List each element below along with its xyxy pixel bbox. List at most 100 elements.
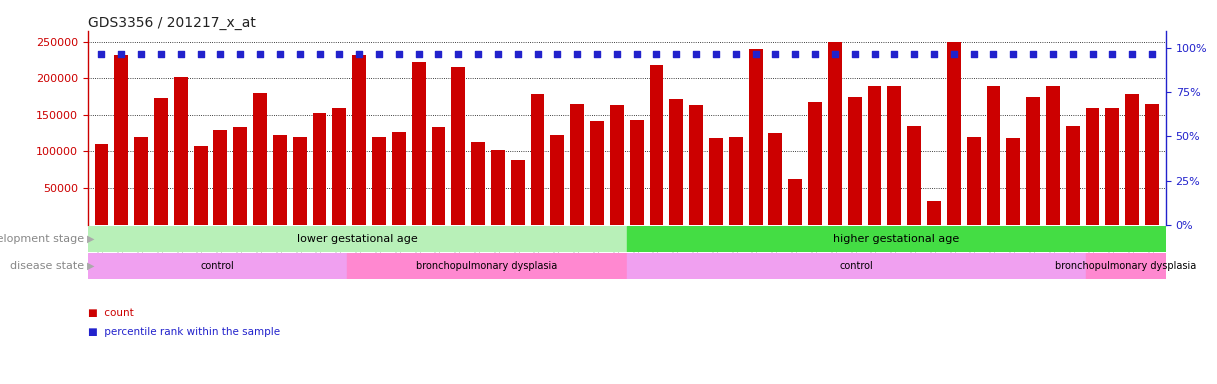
Bar [490, 150, 505, 225]
Point [290, 51, 309, 57]
Point [588, 51, 607, 57]
Text: GDS3356 / 201217_x_at: GDS3356 / 201217_x_at [88, 16, 256, 30]
Bar [114, 55, 128, 225]
Point [686, 51, 706, 57]
Point [706, 51, 725, 57]
Bar [352, 55, 366, 225]
Bar [1145, 104, 1159, 225]
Point [131, 51, 151, 57]
Bar [411, 62, 426, 225]
Bar [1086, 253, 1166, 279]
Bar [669, 99, 683, 225]
Point [1143, 51, 1162, 57]
Bar [332, 108, 347, 225]
Point [507, 51, 527, 57]
Bar [947, 42, 960, 225]
Point [488, 51, 507, 57]
Point [924, 51, 943, 57]
Bar [372, 137, 386, 225]
Point [1083, 51, 1103, 57]
Point [785, 51, 804, 57]
Bar [253, 93, 267, 225]
Bar [293, 137, 307, 225]
Point [112, 51, 131, 57]
Point [469, 51, 488, 57]
Point [211, 51, 230, 57]
Bar [511, 160, 525, 225]
Bar [432, 127, 445, 225]
Bar [452, 67, 465, 225]
Text: development stage: development stage [0, 234, 84, 244]
Point [230, 51, 249, 57]
Text: bronchopulmonary dysplasia: bronchopulmonary dysplasia [416, 261, 557, 271]
Bar [1066, 126, 1079, 225]
Point [627, 51, 646, 57]
Bar [590, 121, 604, 225]
Text: ■  percentile rank within the sample: ■ percentile rank within the sample [88, 327, 280, 337]
Point [251, 51, 270, 57]
Bar [1086, 108, 1099, 225]
Bar [1006, 138, 1020, 225]
Point [607, 51, 627, 57]
Bar [1105, 108, 1120, 225]
Bar [134, 137, 148, 225]
Bar [155, 98, 168, 225]
Point [310, 51, 330, 57]
Bar [550, 136, 565, 225]
Text: ▶: ▶ [88, 261, 95, 271]
Bar [88, 226, 627, 252]
Point [369, 51, 388, 57]
Point [389, 51, 409, 57]
Bar [907, 126, 921, 225]
Bar [789, 179, 802, 225]
Point [1122, 51, 1142, 57]
Bar [1026, 97, 1041, 225]
Bar [987, 86, 1000, 225]
Text: control: control [201, 261, 235, 271]
Text: control: control [840, 261, 874, 271]
Point [944, 51, 964, 57]
Bar [887, 86, 902, 225]
Bar [748, 49, 763, 225]
Point [91, 51, 111, 57]
Bar [392, 132, 405, 225]
Point [528, 51, 548, 57]
Bar [966, 137, 981, 225]
Point [151, 51, 170, 57]
Bar [273, 136, 287, 225]
Point [1103, 51, 1122, 57]
Point [567, 51, 587, 57]
Text: bronchopulmonary dysplasia: bronchopulmonary dysplasia [1055, 261, 1196, 271]
Bar [848, 97, 862, 225]
Point [983, 51, 1003, 57]
Bar [610, 105, 624, 225]
Bar [88, 253, 347, 279]
Point [964, 51, 983, 57]
Bar [650, 65, 663, 225]
Bar [808, 102, 821, 225]
Point [1004, 51, 1023, 57]
Bar [571, 104, 584, 225]
Point [765, 51, 785, 57]
Point [449, 51, 469, 57]
Text: disease state: disease state [10, 261, 84, 271]
Bar [347, 253, 627, 279]
Point [727, 51, 746, 57]
Bar [768, 133, 783, 225]
Point [825, 51, 845, 57]
Bar [868, 86, 881, 225]
Bar [689, 104, 703, 225]
Point [845, 51, 864, 57]
Bar [627, 226, 1166, 252]
Bar [927, 201, 941, 225]
Point [904, 51, 924, 57]
Text: lower gestational age: lower gestational age [297, 234, 417, 244]
Bar [710, 138, 723, 225]
Text: ■  count: ■ count [88, 308, 134, 318]
Point [746, 51, 765, 57]
Bar [95, 144, 108, 225]
Point [865, 51, 885, 57]
Point [806, 51, 825, 57]
Point [349, 51, 369, 57]
Text: higher gestational age: higher gestational age [834, 234, 959, 244]
